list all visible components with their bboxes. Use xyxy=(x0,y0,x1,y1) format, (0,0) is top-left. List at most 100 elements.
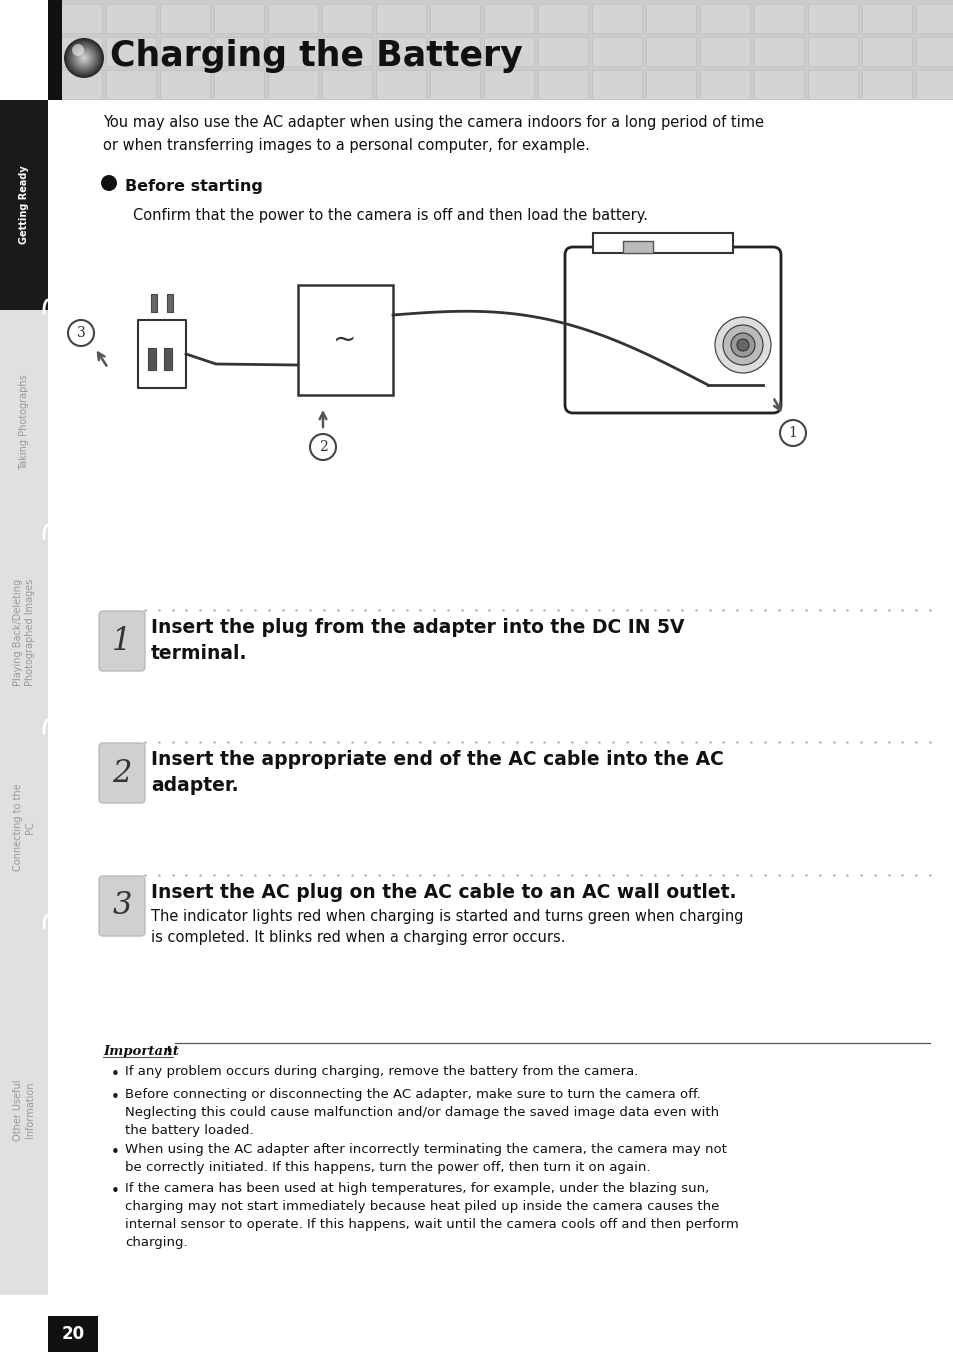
Circle shape xyxy=(76,50,91,66)
Point xyxy=(274,731,290,753)
Point xyxy=(687,731,702,753)
Bar xyxy=(592,37,641,66)
Bar xyxy=(430,4,479,32)
Point xyxy=(165,731,180,753)
Point xyxy=(646,731,661,753)
Point xyxy=(302,599,317,621)
Text: Before connecting or disconnecting the AC adapter, make sure to turn the camera : Before connecting or disconnecting the A… xyxy=(125,1088,719,1137)
Circle shape xyxy=(74,49,94,68)
Point xyxy=(413,731,428,753)
Bar xyxy=(52,70,102,99)
Point xyxy=(618,864,634,886)
Point xyxy=(247,599,262,621)
Circle shape xyxy=(722,324,762,365)
Bar xyxy=(138,320,186,388)
Bar xyxy=(164,347,172,370)
Point xyxy=(537,864,552,886)
Point xyxy=(151,599,166,621)
Point xyxy=(495,599,510,621)
Circle shape xyxy=(82,55,86,59)
Text: Other Useful
Information: Other Useful Information xyxy=(12,1079,35,1141)
Point xyxy=(729,864,744,886)
Point xyxy=(206,864,221,886)
Text: Important: Important xyxy=(103,1045,179,1059)
Point xyxy=(894,864,909,886)
Text: Connecting to the
PC: Connecting to the PC xyxy=(12,784,35,871)
Text: 2: 2 xyxy=(112,757,132,788)
Point xyxy=(922,599,937,621)
Point xyxy=(907,731,923,753)
Point xyxy=(509,731,524,753)
FancyBboxPatch shape xyxy=(99,611,145,671)
Point xyxy=(440,599,456,621)
Point xyxy=(454,599,469,621)
Point xyxy=(289,599,304,621)
Point xyxy=(151,864,166,886)
Text: Insert the plug from the adapter into the DC IN 5V
terminal.: Insert the plug from the adapter into th… xyxy=(151,618,684,662)
Point xyxy=(729,599,744,621)
Point xyxy=(701,599,717,621)
Point xyxy=(922,864,937,886)
Bar xyxy=(268,4,317,32)
Point xyxy=(426,731,441,753)
Bar xyxy=(106,70,156,99)
Point xyxy=(701,864,717,886)
Bar xyxy=(807,4,857,32)
Point xyxy=(757,599,772,621)
Point xyxy=(178,599,193,621)
Point xyxy=(522,864,537,886)
Point xyxy=(578,864,593,886)
Point xyxy=(247,731,262,753)
Point xyxy=(550,864,565,886)
Circle shape xyxy=(780,420,805,446)
Point xyxy=(495,731,510,753)
Point xyxy=(660,599,676,621)
Point xyxy=(233,731,249,753)
Point xyxy=(344,864,359,886)
Bar xyxy=(430,37,479,66)
Point xyxy=(866,599,882,621)
Bar xyxy=(297,285,393,395)
Bar xyxy=(48,0,62,100)
Point xyxy=(509,599,524,621)
Circle shape xyxy=(71,46,96,70)
Point xyxy=(811,599,826,621)
Point xyxy=(811,731,826,753)
Point xyxy=(398,731,414,753)
Bar xyxy=(213,70,264,99)
Bar xyxy=(48,0,953,100)
Point xyxy=(591,599,606,621)
Bar xyxy=(322,4,372,32)
Point xyxy=(674,731,689,753)
Point xyxy=(825,731,841,753)
Circle shape xyxy=(64,38,104,78)
Text: •: • xyxy=(111,1184,119,1199)
Point xyxy=(853,864,868,886)
Point xyxy=(811,864,826,886)
Point xyxy=(907,864,923,886)
Point xyxy=(178,731,193,753)
Point xyxy=(798,864,813,886)
Circle shape xyxy=(77,51,91,65)
Point xyxy=(825,599,841,621)
Text: 2: 2 xyxy=(318,439,327,454)
Point xyxy=(798,599,813,621)
Point xyxy=(633,731,648,753)
Bar xyxy=(268,70,317,99)
Point xyxy=(440,731,456,753)
Bar xyxy=(167,293,172,312)
Point xyxy=(674,599,689,621)
Point xyxy=(783,731,799,753)
Text: 1: 1 xyxy=(788,426,797,439)
Point xyxy=(357,864,373,886)
Point xyxy=(316,599,332,621)
Point xyxy=(454,864,469,886)
Bar xyxy=(915,70,953,99)
Point xyxy=(481,864,497,886)
Point xyxy=(137,864,152,886)
Bar xyxy=(52,37,102,66)
Text: 1: 1 xyxy=(112,626,132,657)
Text: ~: ~ xyxy=(333,326,356,354)
Bar xyxy=(322,70,372,99)
FancyBboxPatch shape xyxy=(564,247,781,412)
